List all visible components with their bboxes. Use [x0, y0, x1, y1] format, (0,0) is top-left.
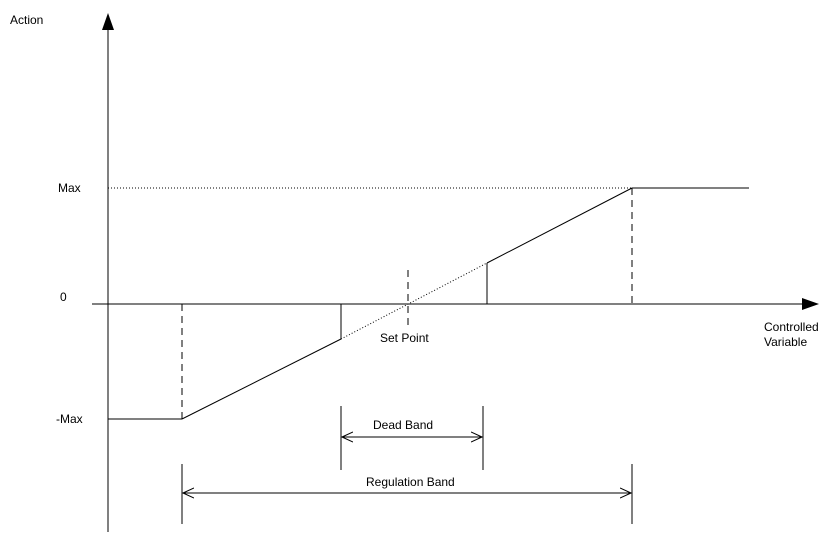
y-tick-max: Max [58, 181, 81, 195]
x-axis-arrowhead [802, 298, 819, 310]
set-point-label: Set Point [380, 331, 429, 345]
x-axis-label-line2: Variable [764, 335, 807, 349]
y-tick-zero: 0 [60, 290, 67, 304]
upper-ramp-line [486, 187, 633, 264]
y-axis-arrowhead [102, 13, 114, 30]
x-axis-label-line1: Controlled [764, 320, 819, 334]
lower-ramp-line [181, 338, 342, 420]
y-axis-label: Action [10, 13, 43, 27]
dead-band-dotted-line [340, 262, 488, 340]
dead-band-label: Dead Band [373, 418, 433, 432]
regulation-band-label: Regulation Band [366, 475, 455, 489]
y-tick-neg-max: -Max [56, 412, 83, 426]
